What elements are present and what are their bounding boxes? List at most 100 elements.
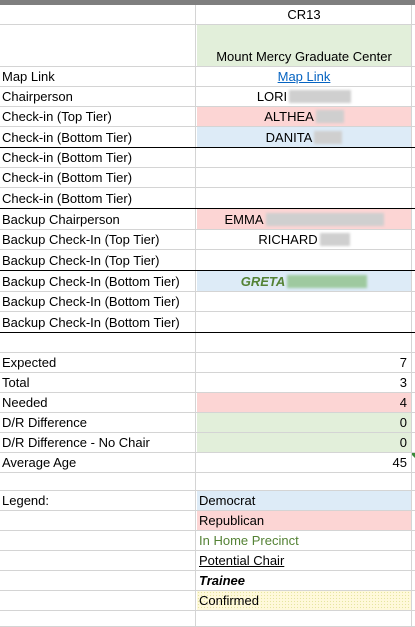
stat-label[interactable]: D/R Difference - No Chair bbox=[0, 433, 196, 452]
row-backup-checkin-bottom-2: Backup Check-In (Bottom Tier) bbox=[0, 292, 415, 312]
role-label[interactable]: Map Link bbox=[0, 67, 196, 86]
name-cell[interactable]: RICHARD bbox=[197, 230, 412, 249]
role-label[interactable]: Check-in (Bottom Tier) bbox=[0, 188, 196, 208]
legend-trainee-cell[interactable]: Trainee bbox=[197, 571, 412, 590]
row-checkin-bottom-2: Check-in (Bottom Tier) bbox=[0, 148, 415, 168]
row-map-link: Map Link Map Link bbox=[0, 67, 415, 87]
legend-row-democrat: Legend: Democrat bbox=[0, 491, 415, 511]
stat-value[interactable]: 7 bbox=[197, 353, 412, 372]
row-checkin-bottom-3: Check-in (Bottom Tier) bbox=[0, 168, 415, 188]
cell[interactable] bbox=[0, 531, 196, 550]
name-cell[interactable] bbox=[197, 148, 412, 167]
cell[interactable] bbox=[0, 25, 196, 66]
stat-value[interactable]: 0 bbox=[197, 413, 412, 432]
cell[interactable] bbox=[412, 453, 415, 472]
row-average-age: Average Age 45 bbox=[0, 453, 415, 473]
row-chairperson: Chairperson LORI bbox=[0, 87, 415, 107]
cell[interactable] bbox=[0, 571, 196, 590]
role-label[interactable]: Backup Check-In (Bottom Tier) bbox=[0, 271, 196, 291]
cell[interactable] bbox=[0, 473, 196, 490]
role-label[interactable]: Backup Chairperson bbox=[0, 209, 196, 229]
row-total: Total 3 bbox=[0, 373, 415, 393]
person-name: RICHARD bbox=[258, 232, 318, 247]
row-dr-difference-no-chair: D/R Difference - No Chair 0 bbox=[0, 433, 415, 453]
cell[interactable] bbox=[0, 5, 196, 24]
row-expected: Expected 7 bbox=[0, 353, 415, 373]
legend-trainee: Trainee bbox=[199, 573, 246, 588]
stat-value[interactable]: 0 bbox=[197, 433, 412, 452]
name-cell[interactable]: LORI bbox=[197, 87, 412, 106]
name-cell[interactable]: GRETA bbox=[197, 271, 412, 291]
cell[interactable] bbox=[0, 591, 196, 610]
role-label[interactable]: Chairperson bbox=[0, 87, 196, 106]
row-backup-chair: Backup Chairperson EMMA bbox=[0, 209, 415, 230]
name-cell[interactable] bbox=[197, 292, 412, 311]
role-label[interactable]: Backup Check-In (Bottom Tier) bbox=[0, 292, 196, 311]
role-label[interactable]: Check-in (Top Tier) bbox=[0, 107, 196, 126]
redacted-surname bbox=[265, 212, 384, 226]
cell[interactable] bbox=[197, 611, 412, 626]
legend-confirmed[interactable]: Confirmed bbox=[197, 591, 412, 610]
role-label[interactable]: Backup Check-In (Top Tier) bbox=[0, 230, 196, 249]
stat-value[interactable]: 4 bbox=[197, 393, 412, 412]
stat-label[interactable]: Average Age bbox=[0, 453, 196, 472]
redacted-surname bbox=[289, 90, 352, 103]
row-backup-checkin-top-1: Backup Check-In (Top Tier) RICHARD bbox=[0, 230, 415, 250]
person-name: GRETA bbox=[240, 273, 286, 289]
legend-row-confirmed: Confirmed bbox=[0, 591, 415, 611]
redacted-surname bbox=[314, 130, 343, 144]
precinct-code-cell[interactable]: CR13 bbox=[197, 5, 412, 24]
row-dr-difference: D/R Difference 0 bbox=[0, 413, 415, 433]
empty-row bbox=[0, 611, 415, 627]
empty-row bbox=[0, 473, 415, 491]
cell[interactable] bbox=[0, 333, 196, 352]
legend-row-in-home: In Home Precinct bbox=[0, 531, 415, 551]
cell[interactable] bbox=[0, 611, 196, 626]
row-checkin-bottom-1: Check-in (Bottom Tier) DANITA bbox=[0, 127, 415, 148]
stat-value[interactable]: 45 bbox=[197, 453, 412, 472]
person-name: ALTHEA bbox=[264, 109, 314, 124]
person-name: DANITA bbox=[265, 129, 313, 145]
stat-label[interactable]: Expected bbox=[0, 353, 196, 372]
redacted-surname bbox=[287, 274, 368, 288]
legend-row-trainee: Trainee bbox=[0, 571, 415, 591]
header-row-location: Mount Mercy Graduate Center bbox=[0, 25, 415, 67]
row-checkin-bottom-4: Check-in (Bottom Tier) bbox=[0, 188, 415, 209]
cell[interactable] bbox=[197, 473, 412, 490]
role-label[interactable]: Backup Check-In (Bottom Tier) bbox=[0, 312, 196, 332]
map-link-cell[interactable]: Map Link bbox=[197, 67, 412, 86]
row-checkin-top: Check-in (Top Tier) ALTHEA bbox=[0, 107, 415, 127]
legend-in-home-precinct[interactable]: In Home Precinct bbox=[197, 531, 412, 550]
map-link[interactable]: Map Link bbox=[277, 69, 331, 84]
name-cell[interactable]: EMMA bbox=[197, 209, 412, 229]
legend-democrat[interactable]: Democrat bbox=[197, 491, 412, 510]
role-label[interactable]: Backup Check-In (Top Tier) bbox=[0, 250, 196, 270]
cell[interactable] bbox=[0, 511, 196, 530]
comment-indicator-icon bbox=[412, 453, 415, 458]
role-label[interactable]: Check-in (Bottom Tier) bbox=[0, 127, 196, 147]
name-cell[interactable]: DANITA bbox=[197, 127, 412, 147]
stat-label[interactable]: D/R Difference bbox=[0, 413, 196, 432]
role-label[interactable]: Check-in (Bottom Tier) bbox=[0, 168, 196, 187]
name-cell[interactable] bbox=[197, 188, 412, 208]
stat-value[interactable]: 3 bbox=[197, 373, 412, 392]
row-backup-checkin-bottom-1: Backup Check-In (Bottom Tier) GRETA bbox=[0, 271, 415, 292]
header-row-cr13: CR13 bbox=[0, 5, 415, 25]
name-cell[interactable] bbox=[197, 168, 412, 187]
name-cell[interactable] bbox=[197, 250, 412, 270]
location-cell[interactable]: Mount Mercy Graduate Center bbox=[197, 25, 412, 66]
row-backup-checkin-top-2: Backup Check-In (Top Tier) bbox=[0, 250, 415, 271]
cell[interactable] bbox=[0, 551, 196, 570]
role-label[interactable]: Check-in (Bottom Tier) bbox=[0, 148, 196, 167]
person-name: EMMA bbox=[224, 211, 264, 227]
stat-label[interactable]: Needed bbox=[0, 393, 196, 412]
legend-potential-chair-cell[interactable]: Potential Chair bbox=[197, 551, 412, 570]
stat-label[interactable]: Total bbox=[0, 373, 196, 392]
person-name: LORI bbox=[256, 89, 288, 104]
legend-title[interactable]: Legend: bbox=[0, 491, 196, 510]
name-cell[interactable] bbox=[197, 312, 412, 332]
legend-potential-chair: Potential Chair bbox=[199, 553, 285, 568]
legend-republican[interactable]: Republican bbox=[197, 511, 412, 530]
name-cell[interactable]: ALTHEA bbox=[197, 107, 412, 126]
cell[interactable] bbox=[197, 333, 412, 352]
